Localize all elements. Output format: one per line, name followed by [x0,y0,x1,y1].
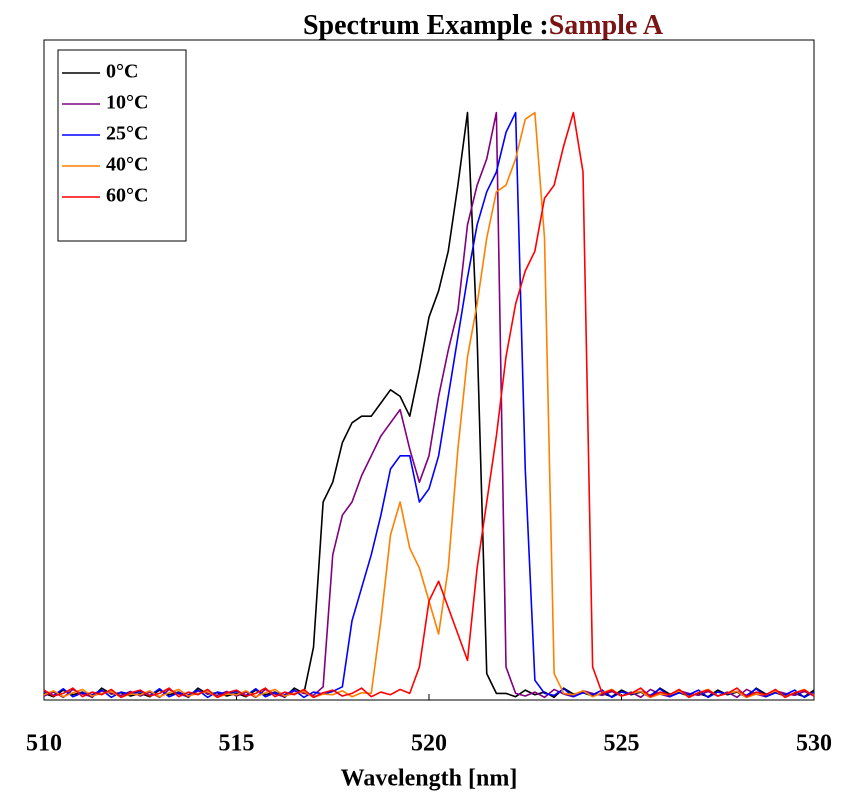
x-axis-label: Wavelength [nm] [341,766,518,792]
legend-label: 10°C [106,92,148,114]
series-line [43,111,815,699]
x-tick-label: 510 [26,731,62,757]
x-tick-label: 520 [411,731,447,757]
chart-title: Spectrum Example :Sample A [303,10,664,41]
legend-label: 60°C [106,185,148,207]
legend-box [57,49,187,242]
x-tick-label: 525 [604,731,640,757]
x-tick-label: 515 [219,731,255,757]
title-sample: Sample A [549,10,664,41]
title-main: Spectrum Example : [303,10,549,41]
legend-label: 0°C [106,61,138,83]
legend-label: 25°C [106,123,148,145]
legend-label: 40°C [106,154,148,176]
x-tick-label: 530 [796,731,832,757]
